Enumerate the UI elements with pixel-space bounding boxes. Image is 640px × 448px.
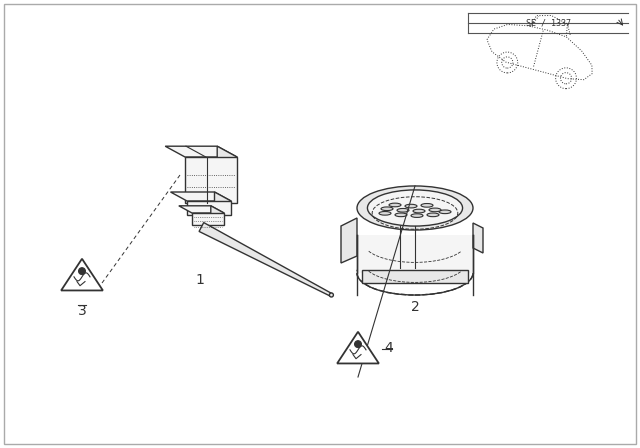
Ellipse shape xyxy=(405,204,417,208)
Ellipse shape xyxy=(389,203,401,207)
Ellipse shape xyxy=(421,203,433,207)
Circle shape xyxy=(355,340,362,348)
Text: 2: 2 xyxy=(411,300,419,314)
Polygon shape xyxy=(165,146,237,157)
Ellipse shape xyxy=(429,208,441,212)
Ellipse shape xyxy=(379,211,391,215)
Ellipse shape xyxy=(357,186,473,230)
Text: 3: 3 xyxy=(77,304,86,318)
Polygon shape xyxy=(199,223,332,296)
Polygon shape xyxy=(357,235,473,273)
Ellipse shape xyxy=(381,207,393,211)
Polygon shape xyxy=(192,213,224,225)
Text: SE / 1337: SE / 1337 xyxy=(525,18,570,27)
Ellipse shape xyxy=(413,209,425,213)
Polygon shape xyxy=(185,157,237,203)
Polygon shape xyxy=(179,206,224,213)
Ellipse shape xyxy=(395,213,407,217)
Ellipse shape xyxy=(439,210,451,214)
Polygon shape xyxy=(61,259,103,290)
Ellipse shape xyxy=(367,190,463,226)
Polygon shape xyxy=(341,218,357,263)
Ellipse shape xyxy=(411,214,423,217)
Polygon shape xyxy=(170,192,231,201)
Polygon shape xyxy=(187,201,231,215)
Ellipse shape xyxy=(330,293,333,297)
Polygon shape xyxy=(473,223,483,253)
Polygon shape xyxy=(362,270,468,283)
Polygon shape xyxy=(214,192,231,215)
Polygon shape xyxy=(217,146,237,203)
Circle shape xyxy=(79,267,86,275)
Ellipse shape xyxy=(427,213,439,217)
Text: 1: 1 xyxy=(196,273,204,287)
Polygon shape xyxy=(337,332,379,363)
Ellipse shape xyxy=(397,208,409,212)
Polygon shape xyxy=(211,206,224,225)
Text: 4: 4 xyxy=(384,341,393,355)
